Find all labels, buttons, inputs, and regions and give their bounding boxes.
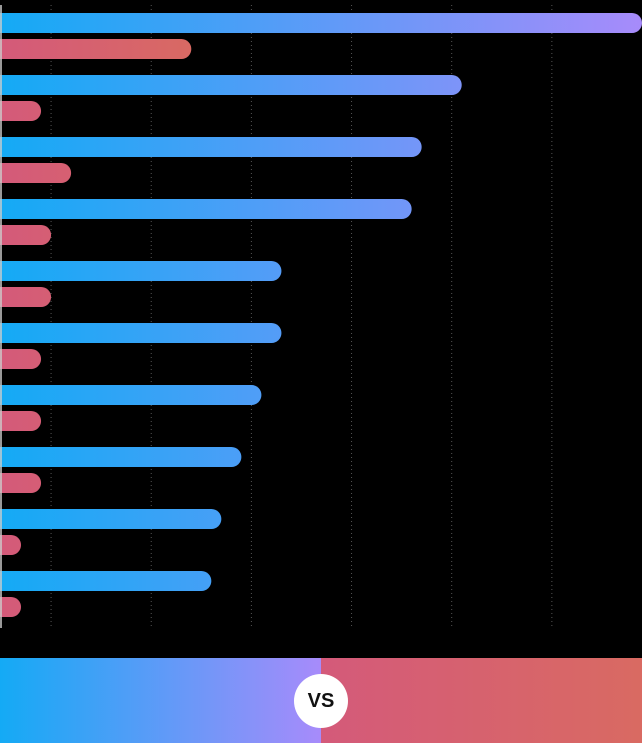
bar-chart — [0, 5, 642, 628]
bar-series-b — [0, 101, 42, 121]
bar-series-b — [0, 473, 42, 493]
bar-series-a — [0, 571, 212, 591]
gridlines — [50, 5, 553, 628]
bar-series-b — [0, 225, 52, 245]
bar-series-a — [0, 13, 642, 33]
footer-right-panel — [321, 658, 642, 743]
bar-series-a — [0, 137, 422, 157]
vs-footer: VS — [0, 658, 642, 743]
bar-series-b — [0, 287, 52, 307]
bar-series-a — [0, 199, 412, 219]
bar-series-a — [0, 509, 222, 529]
bar-series-a — [0, 447, 242, 467]
bar-series-b — [0, 163, 72, 183]
bar-series-b — [0, 349, 42, 369]
bar-series-a — [0, 323, 282, 343]
bar-series-a — [0, 261, 282, 281]
bars — [0, 13, 642, 617]
vs-badge: VS — [294, 674, 348, 728]
bar-series-b — [0, 411, 42, 431]
bar-series-b — [0, 597, 22, 617]
bar-series-b — [0, 39, 192, 59]
footer-left-panel — [0, 658, 321, 743]
bar-series-a — [0, 75, 462, 95]
bar-series-a — [0, 385, 262, 405]
bar-series-b — [0, 535, 22, 555]
